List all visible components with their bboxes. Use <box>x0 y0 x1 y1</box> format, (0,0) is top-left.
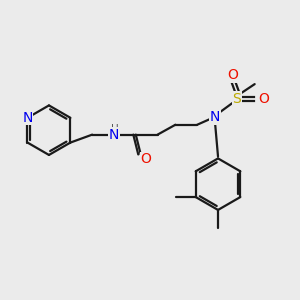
Text: O: O <box>140 152 151 167</box>
Text: H: H <box>111 124 119 134</box>
Text: N: N <box>22 111 33 125</box>
Text: O: O <box>258 92 269 106</box>
Text: O: O <box>227 68 238 82</box>
Text: S: S <box>232 92 241 106</box>
Text: N: N <box>210 110 220 124</box>
Text: N: N <box>109 128 119 142</box>
